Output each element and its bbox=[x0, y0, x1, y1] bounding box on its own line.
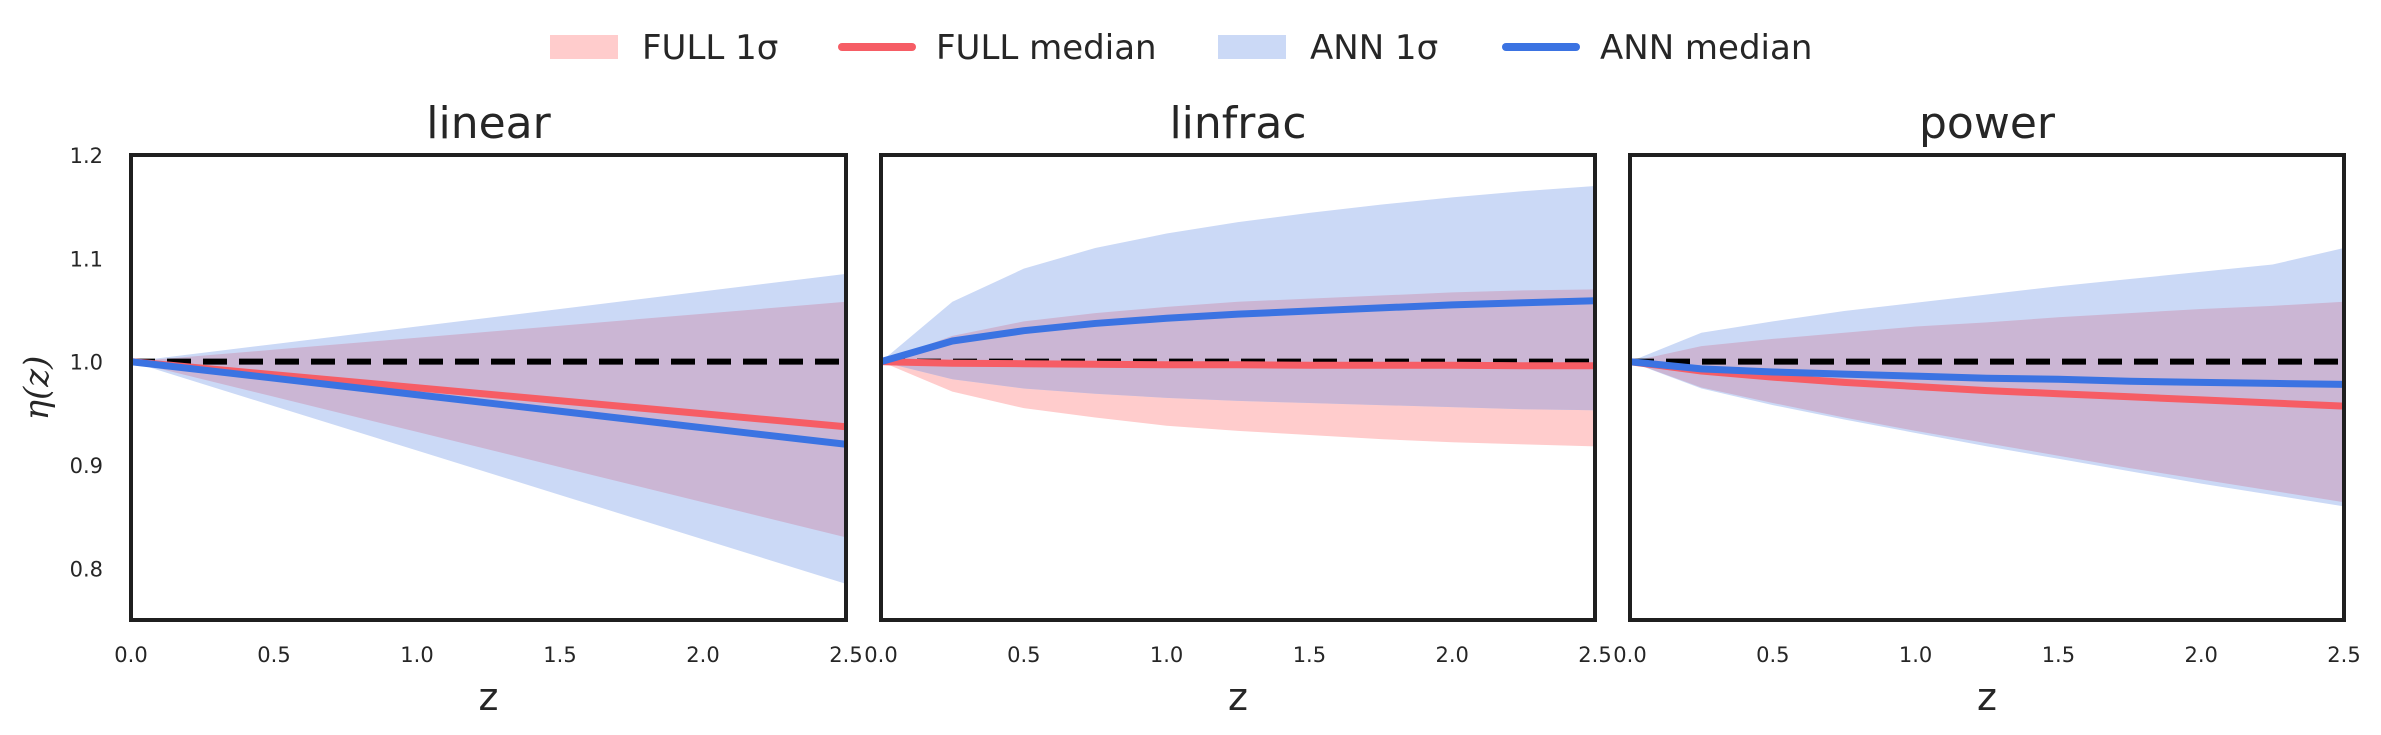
panel-linfrac-x-tick-4: 2.0 bbox=[1435, 643, 1468, 667]
legend-swatch-full-band bbox=[550, 35, 618, 59]
panel-power-x-tick-2: 1.0 bbox=[1899, 643, 1932, 667]
panel-linear-x-tick-2: 1.0 bbox=[400, 643, 433, 667]
panel-power-x-tick-4: 2.0 bbox=[2184, 643, 2217, 667]
panel-linear: linear 0.0 0.5 1.0 1.5 2.0 2.5 0.8 0.9 1.0 1.1 1.2 z bbox=[70, 98, 863, 719]
legend-entry-full-band: FULL 1σ bbox=[550, 28, 778, 68]
panel-linfrac-frame bbox=[879, 153, 1597, 622]
panel-linfrac-x-tick-3: 1.5 bbox=[1293, 643, 1326, 667]
panel-linfrac-x-tick-5: 2.5 bbox=[1578, 643, 1611, 667]
panel-power: power 0.0 0.5 1.0 1.5 2.0 2.5 z bbox=[1613, 98, 2360, 719]
panel-power-x-tick-1: 0.5 bbox=[1756, 643, 1789, 667]
panel-power-title: power bbox=[1919, 98, 2056, 149]
panel-linear-title: linear bbox=[426, 98, 551, 149]
panel-power-full-median-line bbox=[1630, 358, 2344, 410]
panel-linear-y-tick-2: 1.0 bbox=[70, 351, 103, 375]
panel-power-frame bbox=[1628, 153, 2346, 622]
panel-power-overlap-band bbox=[1630, 301, 2344, 503]
legend-label-ann-band: ANN 1σ bbox=[1310, 28, 1438, 68]
legend-label-ann-median: ANN median bbox=[1600, 28, 1812, 68]
legend-entry-ann-band: ANN 1σ bbox=[1218, 28, 1438, 68]
panel-power-x-axis-label: z bbox=[1977, 675, 1997, 719]
panel-power-x-tick-5: 2.5 bbox=[2327, 643, 2360, 667]
panel-linear-y-tick-3: 1.1 bbox=[70, 247, 103, 271]
panel-linfrac-title: linfrac bbox=[1169, 98, 1306, 149]
panel-linfrac-overlap-band bbox=[881, 289, 1595, 411]
legend-label-full-median: FULL median bbox=[936, 28, 1157, 68]
panel-power-ann-median-line bbox=[1630, 358, 2344, 388]
panel-power-plot-content bbox=[1630, 248, 2344, 507]
panel-linear-x-axis-label: z bbox=[479, 675, 499, 719]
panel-linear-x-tick-0: 0.0 bbox=[114, 643, 147, 667]
panel-linfrac-full-median-line bbox=[881, 358, 1595, 370]
legend-entry-full-median: FULL median bbox=[838, 28, 1157, 68]
legend: FULL 1σ FULL median ANN 1σ ANN median bbox=[550, 28, 1812, 68]
panel-power-x-tick-0: 0.0 bbox=[1613, 643, 1646, 667]
panel-linear-plot-content bbox=[131, 273, 846, 584]
legend-swatch-ann-band bbox=[1218, 35, 1286, 59]
legend-entry-ann-median: ANN median bbox=[1502, 28, 1812, 68]
panel-linear-ann-median-line bbox=[131, 358, 846, 448]
panel-linear-x-tick-1: 0.5 bbox=[257, 643, 290, 667]
panel-linfrac: linfrac 0.0 0.5 1.0 1.5 2.0 2.5 z bbox=[864, 98, 1611, 719]
panel-linear-x-tick-4: 2.0 bbox=[686, 643, 719, 667]
panel-linear-y-tick-4: 1.2 bbox=[70, 144, 103, 168]
legend-label-full-band: FULL 1σ bbox=[642, 28, 778, 68]
panel-linfrac-x-tick-1: 0.5 bbox=[1007, 643, 1040, 667]
panel-linear-y-tick-1: 0.9 bbox=[70, 454, 103, 478]
panel-linfrac-x-tick-2: 1.0 bbox=[1150, 643, 1183, 667]
y-axis-label: η(z) bbox=[17, 356, 57, 421]
panel-linfrac-x-tick-0: 0.0 bbox=[864, 643, 897, 667]
panel-linfrac-x-axis-label: z bbox=[1228, 675, 1248, 719]
panel-linear-x-tick-3: 1.5 bbox=[543, 643, 576, 667]
panel-linear-overlap-band bbox=[131, 301, 846, 538]
panel-linear-y-tick-0: 0.8 bbox=[70, 557, 103, 581]
panel-linfrac-ann-median-line bbox=[881, 297, 1595, 366]
chart-panels: linear 0.0 0.5 1.0 1.5 2.0 2.5 0.8 0.9 1.0 1.1 1.2 z… bbox=[70, 98, 2361, 719]
panel-power-x-tick-3: 1.5 bbox=[2042, 643, 2075, 667]
panel-linfrac-plot-content bbox=[881, 186, 1595, 447]
panel-linear-frame bbox=[129, 153, 848, 622]
panel-linear-x-tick-5: 2.5 bbox=[829, 643, 862, 667]
